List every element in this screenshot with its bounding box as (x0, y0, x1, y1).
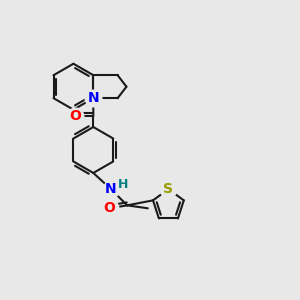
Text: H: H (118, 178, 129, 191)
Text: O: O (103, 201, 116, 215)
Text: O: O (69, 109, 81, 123)
Text: N: N (88, 91, 99, 105)
Text: N: N (105, 182, 117, 196)
Text: S: S (164, 182, 173, 196)
